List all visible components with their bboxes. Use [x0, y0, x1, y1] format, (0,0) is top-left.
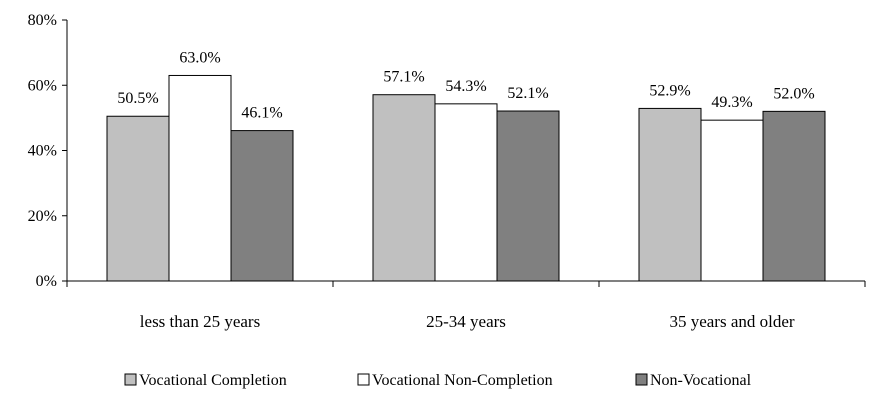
bar	[496, 110, 560, 282]
data-label: 57.1%	[383, 69, 424, 86]
y-tick-label: 80%	[28, 12, 57, 29]
bars	[106, 74, 826, 282]
bar	[434, 103, 498, 282]
data-label: 50.5%	[117, 90, 158, 107]
data-label: 52.1%	[507, 85, 548, 102]
legend-label: Non-Vocational	[650, 372, 752, 389]
data-label: 52.0%	[773, 85, 814, 102]
legend-swatch	[124, 373, 137, 386]
data-labels: 50.5% 63.0% 46.1% 57.1% 54.3% 52.1% 52.9% 49.3%…	[117, 49, 814, 121]
data-label: 49.3%	[711, 94, 752, 111]
legend-label: Vocational Non-Completion	[372, 372, 553, 389]
data-label: 63.0%	[179, 49, 220, 66]
bar	[762, 110, 826, 282]
y-tick-label: 60%	[28, 77, 57, 94]
data-label: 46.1%	[241, 105, 282, 122]
legend-swatch	[635, 373, 648, 386]
axes: 0% 20% 40% 60% 80% less than 25 years 25-34 ye…	[28, 12, 866, 331]
bar	[230, 130, 294, 282]
legend: Vocational Completion Vocational Non-Comp…	[124, 372, 752, 389]
bar	[700, 119, 764, 282]
y-tick-label: 40%	[28, 143, 57, 160]
x-tick-label: 25-34 years	[426, 312, 506, 331]
bar	[638, 107, 702, 282]
data-label: 52.9%	[649, 82, 690, 99]
x-tick-label: 35 years and older	[669, 312, 794, 331]
legend-label: Vocational Completion	[139, 372, 287, 389]
x-tick-label: less than 25 years	[140, 312, 260, 331]
y-tick-label: 20%	[28, 208, 57, 225]
bar	[372, 94, 436, 282]
bar	[168, 74, 232, 282]
bar	[106, 115, 170, 282]
y-tick-label: 0%	[36, 273, 57, 290]
legend-swatch	[357, 373, 370, 386]
data-label: 54.3%	[445, 78, 486, 95]
